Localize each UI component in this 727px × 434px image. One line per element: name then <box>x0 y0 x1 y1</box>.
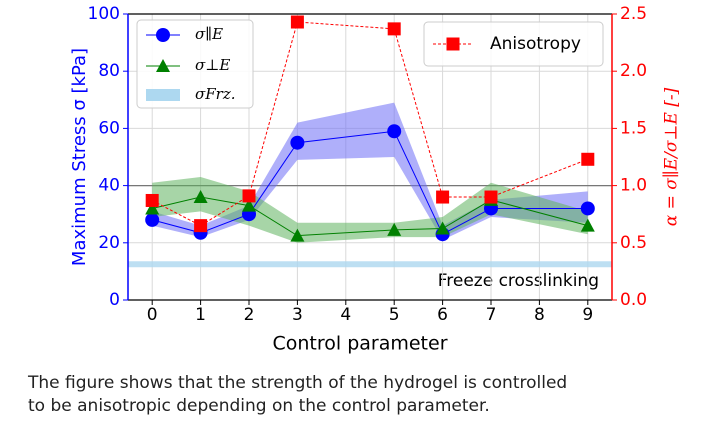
point <box>145 212 160 227</box>
x-tick-label: 4 <box>340 305 351 325</box>
point <box>580 201 595 216</box>
y2-axis-label: α = σ∥E/σ⊥E [-] <box>662 87 682 226</box>
y-tick-label: 20 <box>98 233 120 253</box>
legend-box <box>136 19 254 109</box>
point <box>290 228 305 242</box>
x-tick-label: 5 <box>389 305 400 325</box>
point <box>581 152 595 166</box>
legend-marker <box>446 37 460 51</box>
y-tick-label: 100 <box>88 4 120 24</box>
legend-box <box>423 21 604 67</box>
point <box>435 221 450 235</box>
point <box>290 135 305 150</box>
x-tick-label: 2 <box>244 305 255 325</box>
legend-marker <box>156 28 170 42</box>
y2-tick-label: 2.0 <box>620 61 647 81</box>
caption-line: The figure shows that the strength of th… <box>27 373 567 393</box>
legend-swatch <box>146 89 180 101</box>
x-tick-label: 8 <box>534 305 545 325</box>
series-line <box>151 21 588 227</box>
y-tick-label: 80 <box>98 61 120 81</box>
legend-marker <box>156 59 170 72</box>
point <box>242 198 256 212</box>
point <box>387 124 402 139</box>
point <box>194 219 208 233</box>
y-axis-label: Maximum Stress σ [kPa] <box>69 48 90 266</box>
legend-left: σ∥E σ⊥E σFrz. <box>136 19 254 109</box>
series-line <box>152 196 588 237</box>
point <box>387 22 401 36</box>
point <box>145 201 160 215</box>
point <box>193 190 208 204</box>
x-tick-label: 0 <box>147 305 158 325</box>
x-tick-label: 1 <box>195 305 206 325</box>
y2-tick-label: 1.5 <box>620 118 647 138</box>
error-band <box>152 177 588 243</box>
point <box>145 193 159 207</box>
y-tick-label: 40 <box>98 176 120 196</box>
point <box>387 222 402 236</box>
point <box>484 190 498 204</box>
legend-label: σ∥E <box>195 25 223 43</box>
point <box>580 218 595 232</box>
point <box>436 190 450 204</box>
annotation: Freeze crosslinking <box>438 271 599 291</box>
caption-line: to be anisotropic depending on the contr… <box>28 396 490 416</box>
x-tick-label: 9 <box>582 305 593 325</box>
y2-tick-label: 2.5 <box>620 4 647 24</box>
x-tick-label: 7 <box>486 305 497 325</box>
legend-label: σ⊥E <box>195 56 230 74</box>
point <box>290 15 304 29</box>
legend-right: Anisotropy <box>423 21 604 67</box>
legend-label: σFrz. <box>195 85 236 103</box>
point <box>242 189 256 203</box>
y2-tick-label: 0.5 <box>620 233 647 253</box>
legend-label: Anisotropy <box>490 34 581 54</box>
x-tick-label: 3 <box>292 305 303 325</box>
y-tick-label: 0 <box>109 290 120 310</box>
y-tick-label: 60 <box>98 118 120 138</box>
x-axis-label: Control parameter <box>272 333 447 355</box>
y2-tick-label: 1.0 <box>620 176 647 196</box>
x-tick-label: 6 <box>437 305 448 325</box>
series-line <box>152 130 588 235</box>
y2-tick-label: 0.0 <box>620 290 647 310</box>
